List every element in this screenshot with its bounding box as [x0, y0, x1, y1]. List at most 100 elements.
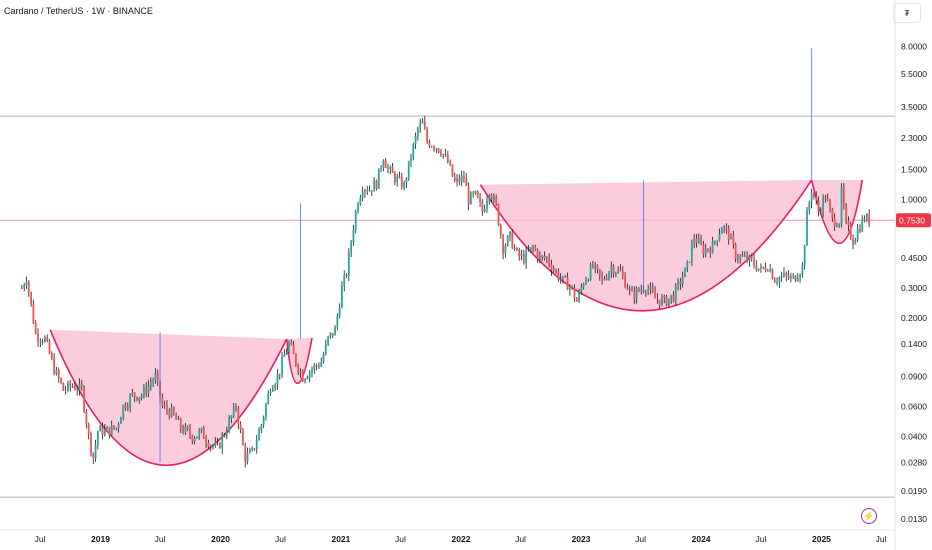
candle — [516, 247, 518, 252]
candle-body — [306, 377, 309, 379]
candle-body — [184, 426, 187, 433]
candle-body — [430, 146, 433, 148]
candle-body — [497, 204, 500, 226]
candle — [23, 282, 26, 292]
candle-body — [235, 406, 237, 409]
candle-body — [543, 255, 546, 259]
candle-body — [564, 276, 567, 278]
candle — [766, 268, 769, 272]
candle — [195, 436, 198, 439]
candle-body — [94, 444, 97, 459]
candle — [831, 207, 834, 223]
candle-body — [281, 356, 283, 374]
candle — [504, 243, 507, 258]
candle — [757, 268, 760, 272]
candle — [306, 375, 309, 380]
candle — [301, 369, 304, 383]
candle-body — [248, 450, 251, 453]
candle-body — [753, 258, 755, 266]
candle — [126, 402, 129, 412]
candle — [580, 283, 583, 295]
cup-fill — [50, 329, 287, 466]
candle — [212, 444, 214, 450]
price-tick-label: 0.3000 — [901, 283, 927, 293]
candle-body — [467, 185, 470, 205]
candle — [53, 352, 56, 376]
candle-body — [67, 382, 69, 390]
price-tick-label: 0.0280 — [901, 458, 927, 468]
candle-body — [156, 373, 159, 381]
candle — [771, 268, 774, 280]
time-tick-label: Jul — [756, 534, 767, 544]
candle — [548, 253, 551, 268]
candle — [83, 385, 85, 414]
candle — [541, 254, 544, 262]
candle-body — [571, 285, 574, 288]
candle — [103, 424, 106, 437]
candle-body — [419, 123, 422, 129]
candle — [615, 271, 617, 278]
candle-body — [143, 387, 145, 396]
candle — [430, 145, 433, 148]
candle-body — [320, 362, 323, 367]
candle-body — [179, 418, 182, 429]
candle — [865, 213, 868, 223]
candle-body — [716, 240, 719, 242]
candle — [562, 275, 564, 284]
candle — [175, 412, 178, 421]
candle — [707, 248, 709, 253]
candle — [193, 436, 196, 445]
candle-body — [64, 389, 67, 391]
candle — [492, 193, 495, 203]
candle-body — [541, 255, 544, 257]
candle — [357, 201, 359, 214]
candle-body — [649, 287, 652, 290]
time-tick-label: 2019 — [91, 534, 110, 544]
candle-body — [377, 168, 380, 189]
candle-body — [126, 406, 129, 409]
candle — [347, 248, 350, 282]
candle — [819, 207, 822, 215]
candle-body — [647, 289, 650, 292]
candle-body — [290, 342, 293, 345]
candle-body — [681, 277, 684, 284]
candle-body — [32, 303, 35, 324]
candle — [456, 174, 458, 187]
candle — [120, 416, 122, 424]
lightning-icon[interactable]: ⚡ — [861, 508, 877, 524]
candle-body — [562, 276, 564, 279]
candle-body — [175, 414, 178, 420]
candle — [278, 373, 281, 380]
candle — [550, 259, 553, 276]
candle-body — [799, 274, 801, 279]
candle-body — [773, 278, 776, 283]
candle-body — [80, 383, 83, 388]
candle-body — [665, 296, 668, 306]
candle — [145, 382, 148, 398]
candle-body — [612, 266, 615, 275]
candle-body — [182, 428, 184, 433]
candle-body — [582, 284, 585, 288]
candle — [663, 294, 666, 304]
candle — [168, 408, 171, 420]
candle — [773, 277, 776, 283]
candle — [499, 223, 502, 239]
candle — [138, 397, 141, 404]
candle — [824, 194, 827, 203]
candle — [785, 271, 788, 282]
candle-body — [294, 353, 297, 365]
candle-body — [292, 344, 295, 354]
cup-curve — [479, 179, 813, 312]
candle-body — [594, 264, 597, 268]
candle-body — [836, 226, 838, 228]
candle-body — [269, 391, 272, 394]
candle — [423, 115, 426, 130]
currency-unit-button[interactable]: ₮ — [893, 3, 921, 23]
candle-body — [62, 382, 65, 391]
candle — [292, 340, 295, 354]
candle-body — [449, 162, 452, 165]
candle — [488, 193, 491, 205]
candle-body — [73, 385, 76, 390]
time-tick-label: 2022 — [452, 534, 471, 544]
